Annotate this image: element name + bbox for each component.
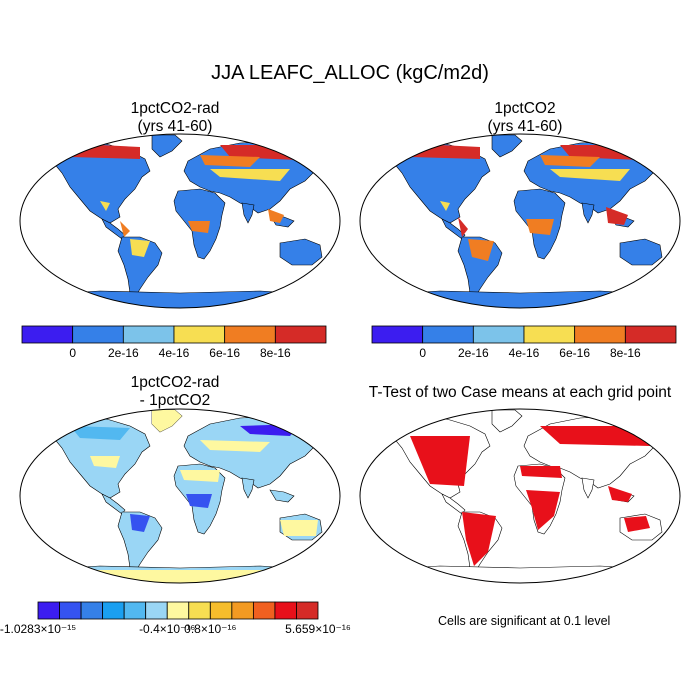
- colorbar-swatch: [624, 325, 677, 344]
- colorbar-swatch: [166, 601, 190, 620]
- panel-3-title-line2: - 1pctCO2: [139, 392, 211, 409]
- colorbar-tick-label: -0.4×10⁻¹⁶: [139, 622, 196, 636]
- panel-3-colorbar: [37, 601, 319, 620]
- panel-3-title-line1: 1pctCO2-rad: [130, 374, 220, 391]
- colorbar-swatch: [72, 325, 124, 344]
- colorbar-tick-label: 0.8×10⁻¹⁶: [184, 622, 237, 636]
- colorbar-tick-label: 2e-16: [107, 346, 139, 360]
- colorbar-tick-label: 6e-16: [209, 346, 241, 360]
- colorbar-swatch: [422, 325, 474, 344]
- colorbar-swatch: [80, 601, 104, 620]
- colorbar-swatch: [224, 325, 276, 344]
- panel-1-title-line1: 1pctCO2-rad: [130, 100, 220, 117]
- colorbar-swatch: [123, 601, 147, 620]
- panel-2-title-line1: 1pctCO2: [494, 100, 556, 117]
- colorbar-tick-label: 8e-16: [259, 346, 291, 360]
- colorbar-tick-label: 0: [69, 346, 76, 360]
- colorbar-swatch: [472, 325, 525, 344]
- colorbar-swatch: [145, 601, 168, 620]
- panel-2-title-line2: (yrs 41-60): [487, 118, 563, 135]
- colorbar-tick-label: 8e-16: [609, 346, 641, 360]
- colorbar-tick-label: 5.659×10⁻¹⁶: [285, 622, 351, 636]
- colorbar-tick-label: 4e-16: [158, 346, 190, 360]
- colorbar-swatch: [523, 325, 576, 344]
- colorbar-swatch: [574, 325, 626, 344]
- colorbar-swatch: [59, 601, 82, 620]
- colorbar-swatch: [252, 601, 276, 620]
- colorbar-swatch: [37, 601, 60, 620]
- significance-note: Cells are significant at 0.1 level: [438, 614, 611, 628]
- colorbar-swatch: [188, 601, 211, 620]
- colorbar-swatch: [296, 601, 319, 620]
- colorbar-swatch: [122, 325, 175, 344]
- colorbar-swatch: [173, 325, 226, 344]
- colorbar-tick-label: 6e-16: [559, 346, 591, 360]
- figure-title: JJA LEAFC_ALLOC (kgC/m2d): [211, 62, 489, 84]
- colorbar-swatch: [209, 601, 233, 620]
- colorbar-swatch: [274, 325, 327, 344]
- panel-1-colorbar: [21, 325, 327, 344]
- panel-2-title: 1pctCO2 (yrs 41-60): [410, 100, 640, 136]
- panel-2-colorbar: [371, 325, 677, 344]
- colorbar-tick-label: -1.0283×10⁻¹⁵: [0, 622, 77, 636]
- colorbar-tick-label: 4e-16: [508, 346, 540, 360]
- colorbar-swatch: [274, 601, 297, 620]
- panel-1-title-line2: (yrs 41-60): [137, 118, 213, 135]
- panel-1-title: 1pctCO2-rad (yrs 41-60): [60, 100, 290, 136]
- colorbar-swatch: [231, 601, 254, 620]
- colorbar-tick-label: 0: [419, 346, 426, 360]
- colorbar-swatch: [371, 325, 424, 344]
- colorbar-swatch: [102, 601, 125, 620]
- colorbar-swatch: [21, 325, 74, 344]
- colorbar-tick-label: 2e-16: [457, 346, 489, 360]
- panel-3-title: 1pctCO2-rad - 1pctCO2: [60, 374, 290, 410]
- panel-4-title: T-Test of two Case means at each grid po…: [368, 384, 672, 401]
